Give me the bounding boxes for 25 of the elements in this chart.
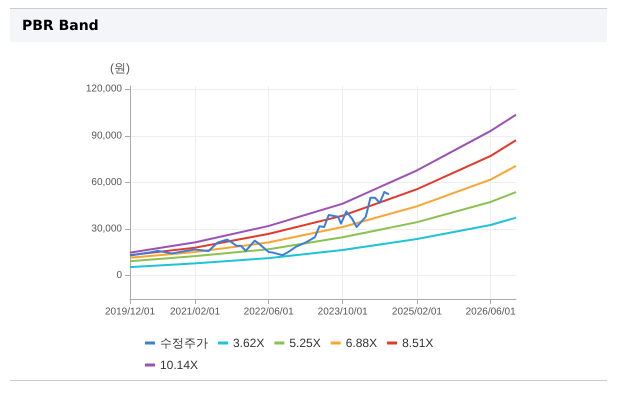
- line-series: [129, 191, 517, 262]
- y-tick-label: 90,000: [91, 130, 122, 142]
- line-series: [129, 191, 390, 256]
- line-series: [129, 164, 517, 259]
- legend-label: 3.62X: [233, 336, 264, 350]
- chart-title: PBR Band: [10, 8, 607, 42]
- line-series: [129, 139, 517, 256]
- legend-label: 5.25X: [289, 336, 321, 350]
- y-tick-label: 60,000: [91, 176, 122, 188]
- x-tick-label: 2019/12/01: [104, 306, 156, 318]
- y-tick-label: 30,000: [91, 224, 122, 235]
- line-series: [129, 216, 517, 268]
- x-tick-label: 2022/06/01: [244, 306, 294, 318]
- x-tick-label: 2021/02/01: [170, 306, 220, 318]
- y-tick-label: 0: [116, 270, 122, 282]
- y-tick-label: 120,000: [86, 84, 122, 95]
- legend-label: 수정주가: [160, 336, 208, 350]
- legend-label: 10.14X: [160, 358, 198, 372]
- x-tick-label: 2026/06/01: [466, 306, 516, 318]
- y-axis-title: (원): [110, 61, 130, 75]
- x-tick-label: 2023/10/01: [318, 306, 368, 318]
- line-series: [129, 114, 517, 254]
- legend-label: 8.51X: [402, 336, 434, 350]
- x-tick-label: 2025/02/01: [392, 306, 442, 318]
- legend-label: 6.88X: [346, 336, 378, 350]
